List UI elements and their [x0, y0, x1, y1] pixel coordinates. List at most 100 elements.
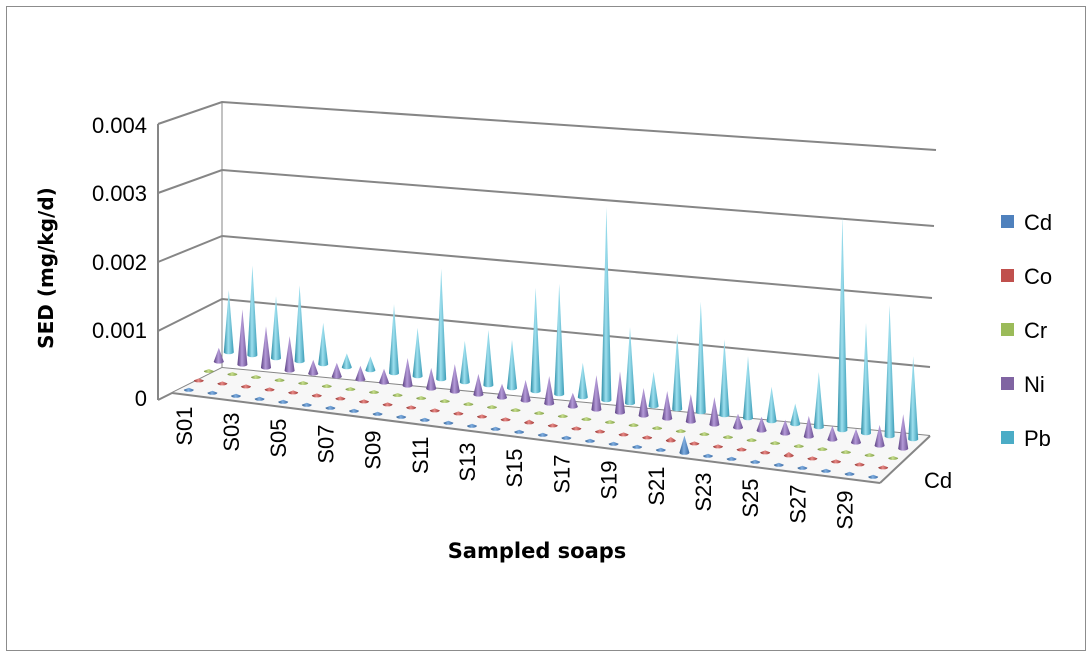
cone-Co-S15: [524, 419, 535, 425]
cone-Pb-S03: [271, 296, 281, 361]
x-tick-label: S27: [785, 485, 810, 524]
cone-Pb-S28: [861, 322, 871, 436]
cone-Cd-S16: [537, 432, 548, 437]
cone-Ni-S13: [497, 383, 507, 400]
cone-Co-S19: [618, 432, 629, 437]
cone-Pb-S19: [648, 371, 659, 409]
cone-Cd-S06: [301, 402, 312, 407]
cone-Co-S28: [831, 459, 841, 464]
x-tick-label: S07: [313, 425, 338, 464]
cone-Co-S16: [547, 423, 558, 428]
cone-Cd-S28: [821, 468, 831, 473]
cone-Cr-S03: [251, 375, 261, 379]
y-tick-label: 0.002: [92, 250, 147, 275]
y-tick-label: 0.001: [92, 318, 147, 343]
series-Cd: [183, 387, 879, 479]
x-tick-label: S17: [549, 455, 574, 494]
cone-Cd-S17: [561, 435, 572, 440]
cone-Cr-S18: [605, 420, 615, 424]
series-Ni: [213, 309, 909, 451]
cone-Co-S05: [288, 390, 299, 395]
cone-Co-S03: [241, 384, 251, 389]
cone-Cr-S12: [463, 402, 474, 406]
cone-Co-S24: [736, 447, 747, 452]
x-tick-label: S01: [172, 407, 197, 446]
cone-Ni-S07: [355, 365, 366, 382]
cone-Cr-S20: [652, 426, 663, 430]
legend-swatch: [1001, 431, 1014, 444]
cone-Cr-S19: [628, 423, 639, 427]
x-tick-label: S23: [691, 473, 716, 512]
cone-Cd-S03: [231, 393, 241, 398]
x-tick-label: S11: [408, 437, 433, 475]
gridline-0.003: [157, 168, 935, 227]
cone-Cd-S29: [844, 471, 855, 476]
x-tick-label: S15: [502, 449, 527, 488]
cone-Cr-S24: [746, 438, 757, 442]
cone-Co-S26: [783, 451, 794, 458]
cone-Pb-S22: [719, 339, 730, 418]
cone-Co-S09: [382, 402, 393, 407]
cone-Ni-S22: [709, 397, 720, 427]
depth-axis-label: Cd: [924, 468, 952, 493]
cone-Co-S23: [713, 444, 723, 449]
cone-Co-S17: [571, 426, 582, 431]
x-tick-label: S05: [266, 419, 291, 458]
cone-Ni-S23: [733, 413, 743, 430]
cone-Pb-S17: [601, 207, 612, 403]
cone-Cr-S23: [723, 435, 733, 439]
x-axis-line: [171, 392, 881, 484]
cone-Cr-S15: [534, 411, 545, 415]
cone-Cr-S05: [298, 381, 309, 385]
x-tick-label: S09: [361, 431, 386, 470]
cone-Pb-S24: [766, 386, 777, 424]
cone-Pb-S15: [554, 283, 565, 397]
cone-Ni-S30: [898, 414, 909, 451]
x-tick-labels: S01 S03 S05 S07 S09 S11 S13 S15 S17 S19 S21 S23 S25 S…: [172, 407, 858, 530]
cone-Cd-S23: [703, 453, 713, 458]
cone-Co-S11: [429, 408, 440, 413]
cone-Cr-S17: [581, 417, 592, 421]
cone-Cr-S28: [841, 450, 851, 454]
cone-Ni-S28: [851, 428, 861, 445]
legend-item-Co: Co: [1001, 264, 1052, 289]
cone-Cd-S04: [254, 396, 265, 401]
cone-Cr-S07: [345, 387, 356, 391]
cone-Cd-S05: [278, 399, 289, 404]
cone-Ni-S10: [426, 367, 437, 391]
cone-Pb-S13: [507, 339, 517, 391]
cone-Ni-S20: [662, 391, 673, 421]
cone-Co-S01: [193, 378, 204, 383]
cone-Pb-S12: [483, 330, 494, 388]
cone-Pb-S11: [459, 340, 470, 385]
legend-item-Cr: Cr: [1001, 318, 1047, 343]
cone-Co-S10: [406, 405, 417, 410]
cone-Cd-S10: [396, 414, 407, 419]
cone-Ni-S11: [449, 364, 460, 394]
cone-Ni-S27: [827, 425, 838, 442]
cone-Pb-S04: [294, 285, 305, 364]
cone-Co-S04: [264, 387, 275, 392]
cone-Ni-S06: [331, 362, 342, 379]
cone-Cr-S06: [321, 384, 332, 388]
legend-swatch: [1001, 269, 1014, 282]
cone-Ni-S16: [567, 392, 578, 409]
cone-Co-S25: [760, 450, 771, 455]
series-Pb: [223, 207, 919, 442]
legend-item-Ni: Ni: [1001, 372, 1045, 397]
legend-item-Cd: Cd: [1001, 210, 1052, 235]
cone-Cr-S09: [392, 393, 403, 397]
cone-Cr-S30: [888, 456, 899, 460]
cone-Co-S02: [217, 381, 228, 386]
cone-Cr-S25: [770, 441, 781, 445]
cone-Co-S12: [453, 411, 464, 416]
cone-Cd-S27: [797, 465, 808, 470]
cone-Ni-S17: [591, 375, 602, 412]
data-cones: [183, 207, 919, 479]
cone-Pb-S29: [884, 305, 895, 439]
cone-Cr-S13: [487, 405, 497, 409]
x-tick-label: S29: [833, 491, 858, 530]
cone-Pb-S18: [625, 327, 635, 406]
cone-Pb-S07: [365, 356, 376, 373]
series-Co: [193, 378, 889, 470]
